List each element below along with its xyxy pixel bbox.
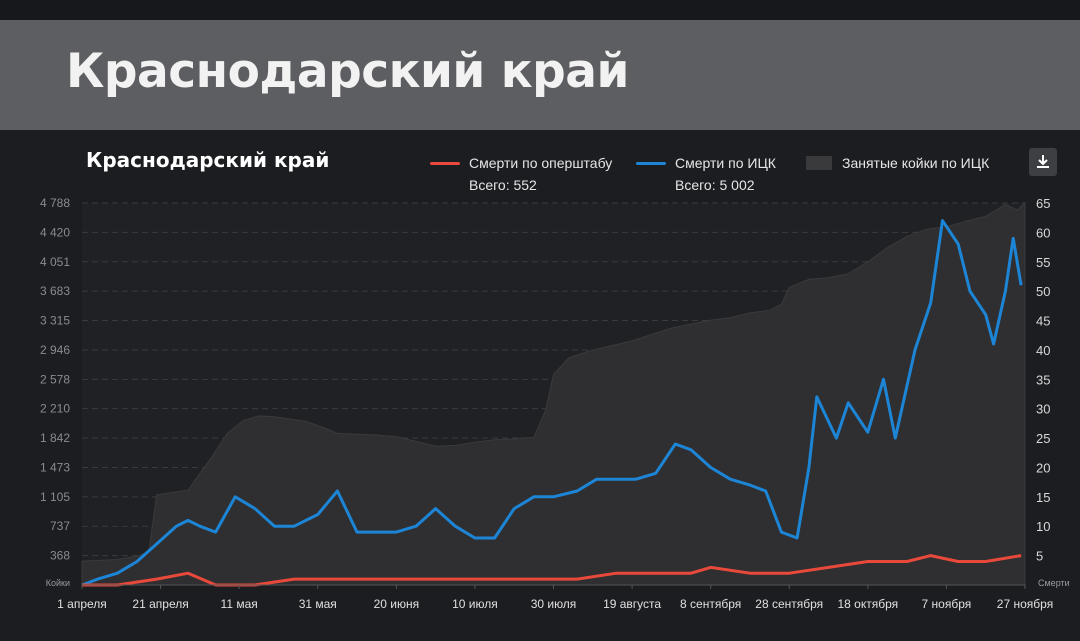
right-tick-label: 20: [1036, 460, 1050, 475]
right-tick-label: 25: [1036, 431, 1050, 446]
download-button[interactable]: [1029, 148, 1057, 176]
right-tick-label: 60: [1036, 225, 1050, 240]
x-tick-label: 8 сентября: [680, 597, 741, 611]
series-layer: [81, 201, 1026, 587]
legend-total: Всего: 5 002: [675, 177, 755, 193]
x-tick-label: 27 ноября: [997, 597, 1053, 611]
right-tick-label: 40: [1036, 343, 1050, 358]
right-tick-label: 15: [1036, 490, 1050, 505]
x-tick-label: 21 апреля: [132, 597, 188, 611]
axis-layer: 4 788 4 420 4 051 3 683 3 315 2 946 2 578 2 210…: [40, 196, 1070, 611]
left-tick-label: 737: [50, 519, 70, 533]
series-area-beds: [81, 201, 1026, 586]
right-tick-label: 45: [1036, 314, 1050, 329]
right-tick-label: 50: [1036, 284, 1050, 299]
left-tick-label: 3 683: [40, 284, 70, 298]
left-tick-label: 2 578: [40, 372, 70, 386]
legend-label: Смерти по оперштабу: [469, 155, 613, 171]
download-icon: [1037, 155, 1049, 168]
left-tick-label: 3 315: [40, 314, 70, 328]
chart-title: Краснодарский край: [86, 148, 330, 172]
right-tick-label: 10: [1036, 519, 1050, 534]
x-tick-label: 11 мая: [221, 597, 258, 611]
legend-label: Занятые койки по ИЦК: [842, 155, 990, 171]
right-tick-label: 65: [1036, 196, 1050, 211]
left-tick-label: 2 946: [40, 343, 70, 357]
series-line-ick: [81, 219, 1023, 587]
left-tick-label: 1 842: [40, 431, 70, 445]
x-tick-label: 18 октября: [838, 597, 899, 611]
left-tick-label: 368: [50, 549, 70, 563]
left-tick-label: 4 420: [40, 225, 70, 239]
legend-swatch: [430, 162, 460, 165]
left-tick-label: 1 105: [40, 490, 70, 504]
x-tick-label: 19 августа: [603, 597, 661, 611]
x-tick-label: 31 мая: [299, 597, 337, 611]
left-tick-label: 4 788: [40, 196, 70, 210]
legend-swatch: [636, 162, 666, 165]
x-tick-label: 10 июля: [452, 597, 498, 611]
left-tick-label: 4 051: [40, 255, 70, 269]
page-banner: Краснодарский край: [0, 20, 1080, 130]
x-tick-label: 7 ноября: [922, 597, 972, 611]
legend-swatch: [806, 156, 832, 170]
x-tick-label: 1 апреля: [57, 597, 107, 611]
left-tick-label: 2 210: [40, 402, 70, 416]
left-axis-label: Койки: [46, 578, 70, 588]
x-tick-label: 28 сентября: [755, 597, 823, 611]
x-tick-label: 20 июня: [374, 597, 420, 611]
right-tick-label: 5: [1036, 549, 1043, 564]
page-title: Краснодарский край: [66, 44, 629, 99]
left-tick-label: 1 473: [40, 460, 70, 474]
right-axis-label: Смерти: [1038, 578, 1070, 588]
right-tick-label: 55: [1036, 255, 1050, 270]
legend-label: Смерти по ИЦК: [675, 155, 776, 171]
x-tick-label: 30 июля: [531, 597, 577, 611]
legend-total: Всего: 552: [469, 177, 537, 193]
top-strip: [0, 0, 1080, 20]
right-tick-label: 35: [1036, 372, 1050, 387]
right-tick-label: 30: [1036, 402, 1050, 417]
